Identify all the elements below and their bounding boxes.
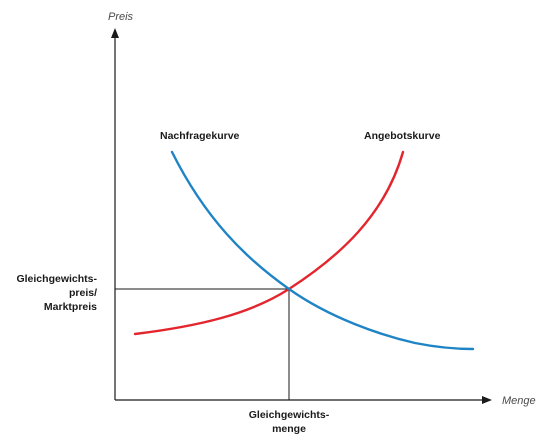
supply-curve-label: Angebotskurve [364,130,441,142]
y-axis-title: Preis [108,11,134,23]
equilibrium-price-label-line-2: preis/ [69,287,97,299]
equilibrium-quantity-label-line-2: menge [272,423,306,435]
equilibrium-price-label-line-3: Marktpreis [44,301,97,313]
equilibrium-price-label-line-1: Gleichgewichts- [16,273,97,285]
y-axis-arrow-icon [111,28,119,38]
demand-curve [170,150,475,351]
supply-curve [133,150,405,336]
x-axis-title: Menge [502,395,536,407]
demand-curve-label: Nachfragekurve [160,130,240,142]
x-axis-arrow-icon [482,396,492,404]
equilibrium-quantity-label-line-1: Gleichgewichts- [249,409,330,421]
